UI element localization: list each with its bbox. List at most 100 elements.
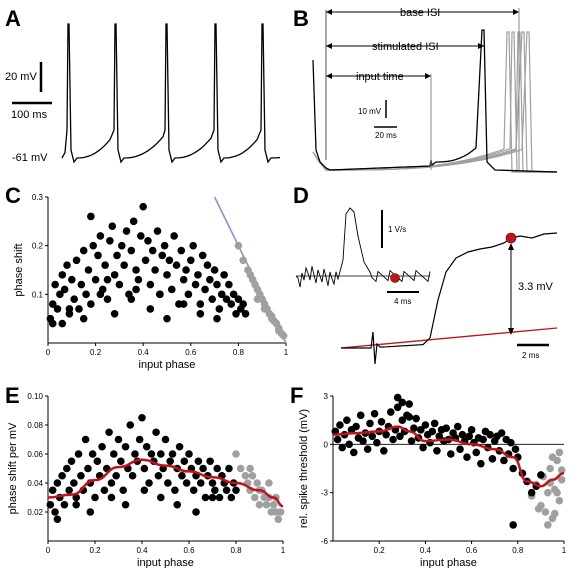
data-point: [81, 435, 90, 444]
data-point: [157, 493, 165, 502]
data-point: [428, 427, 437, 436]
data-point: [343, 416, 351, 424]
data-point: [208, 479, 217, 487]
data-point: [132, 285, 140, 294]
data-point: [217, 290, 226, 299]
data-point: [119, 486, 127, 495]
data-point: [65, 305, 74, 313]
data-point: [98, 442, 106, 451]
gray-data-point: [265, 479, 273, 487]
data-point: [170, 232, 178, 240]
x-axis-label: input phase: [420, 557, 477, 568]
data-point: [126, 421, 135, 429]
data-point: [356, 411, 365, 420]
data-point: [196, 300, 205, 308]
data-point: [368, 432, 377, 441]
data-point: [157, 450, 165, 458]
data-point: [147, 450, 156, 458]
data-point: [477, 459, 485, 468]
data-point: [199, 464, 207, 473]
data-point: [46, 500, 55, 509]
gray-data-point: [550, 509, 559, 518]
data-point: [456, 445, 464, 453]
x-tick-label: 1: [284, 348, 289, 357]
amplitude-label: 3.3 mV: [518, 281, 554, 293]
data-point: [134, 275, 143, 284]
panel-e-label: E: [5, 383, 20, 408]
data-point: [141, 256, 150, 265]
data-point: [151, 266, 159, 274]
data-point: [398, 416, 407, 424]
data-point: [527, 488, 536, 497]
gray-data-point: [253, 479, 261, 487]
data-point: [91, 275, 100, 284]
data-point: [53, 479, 62, 487]
panel-c-label: C: [5, 183, 21, 208]
x-tick-label: 0.4: [136, 546, 148, 555]
data-point: [77, 471, 85, 480]
gray-data-point: [541, 508, 550, 516]
data-point: [129, 217, 138, 226]
data-point: [196, 479, 205, 487]
x-tick-label: 1: [281, 546, 286, 555]
scale-label-ms-d: 2 ms: [522, 351, 539, 360]
data-point: [225, 280, 233, 289]
data-point: [117, 457, 125, 466]
data-point: [509, 464, 517, 473]
voltage-trace-d: [341, 232, 558, 365]
data-point: [333, 435, 342, 444]
data-point: [225, 464, 233, 473]
gray-data-point: [255, 500, 264, 509]
data-point: [146, 280, 155, 289]
data-point: [58, 271, 67, 279]
panel-f: F 0.2 0.4 0.6 0.8 1 3 0 -3 -6 input phase rel. spi…: [290, 383, 567, 568]
data-point: [196, 310, 205, 318]
data-point: [232, 310, 240, 318]
y-tick-label: -3: [321, 489, 329, 498]
data-point: [93, 457, 102, 466]
data-point: [166, 457, 174, 466]
x-tick-label: 0.6: [466, 546, 478, 555]
data-point: [107, 493, 116, 502]
data-point: [430, 419, 439, 428]
data-point: [120, 261, 128, 269]
data-point: [127, 295, 136, 304]
gray-data-point: [555, 448, 564, 457]
y-tick-label: -6: [321, 537, 329, 546]
data-point: [433, 446, 441, 455]
data-point: [70, 295, 78, 304]
data-point: [345, 440, 353, 449]
data-point: [191, 280, 200, 289]
data-point: [500, 456, 508, 465]
x-tick-label: 0.6: [183, 546, 195, 555]
data-point: [113, 251, 121, 260]
gray-data-point: [274, 515, 283, 524]
x-axis-label: input phase: [139, 359, 196, 371]
data-point: [163, 314, 171, 323]
data-point: [227, 493, 236, 502]
data-point: [128, 471, 137, 480]
gray-data-point: [275, 327, 283, 335]
data-point: [458, 430, 467, 439]
data-point: [84, 266, 93, 274]
gray-data-point: [276, 508, 285, 516]
data-point: [507, 438, 515, 447]
data-point: [386, 408, 395, 416]
data-point: [338, 443, 347, 452]
data-point: [105, 428, 113, 437]
data-point: [442, 424, 450, 433]
x-tick-label: 0.8: [233, 348, 245, 357]
data-point: [114, 435, 123, 444]
y-tick-label: 0.10: [27, 392, 43, 401]
data-point: [148, 246, 157, 255]
data-point: [142, 442, 151, 451]
data-point: [175, 442, 184, 451]
data-point: [167, 285, 176, 294]
data-point: [467, 426, 476, 434]
data-point: [509, 521, 517, 529]
data-point: [382, 430, 390, 439]
panel-c: C 0 0.2 0.4 0.6 0.8 1 0.1 0.2 0.3 input phase phas…: [5, 183, 289, 371]
gray-data-point: [246, 464, 254, 473]
data-point: [405, 400, 414, 408]
data-point: [359, 437, 367, 445]
